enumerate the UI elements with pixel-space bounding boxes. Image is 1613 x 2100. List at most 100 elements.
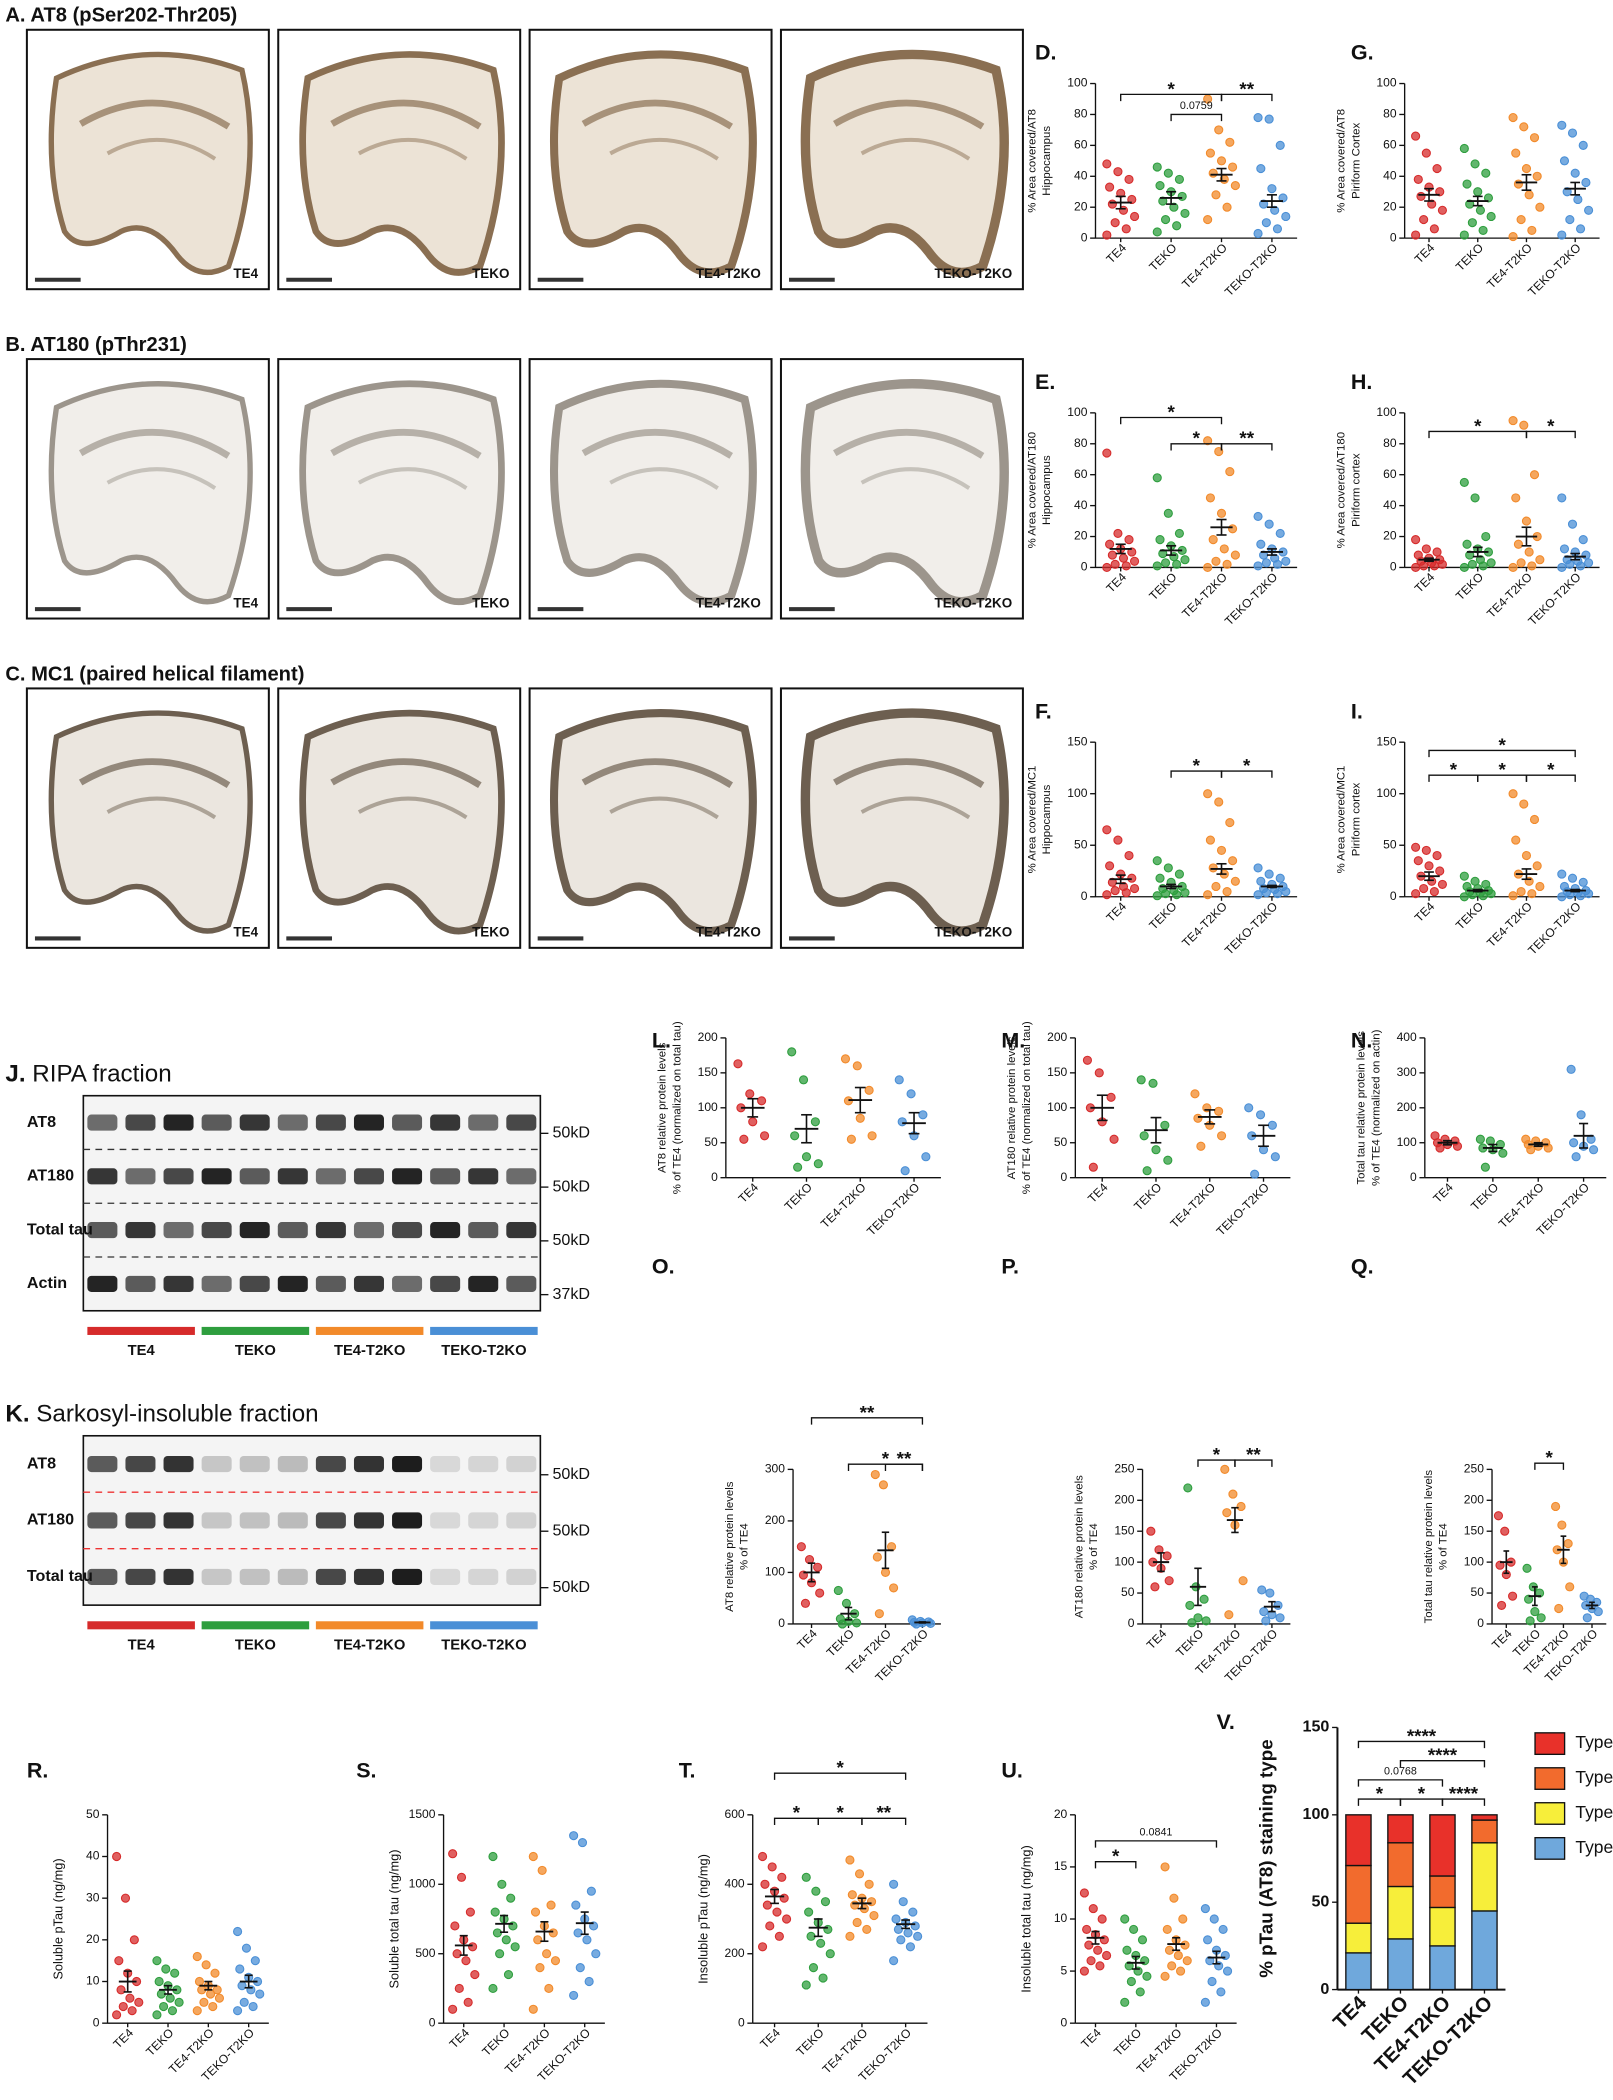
significance-label: * [1545,1447,1553,1468]
data-point [1152,561,1162,571]
blot-row-label: Actin [27,1274,67,1292]
data-point [1196,1141,1206,1151]
data-point [813,1562,823,1572]
significance-label: * [1547,415,1555,436]
y-tick-label: 50 [1121,1585,1135,1599]
blot [82,1434,542,1606]
data-point [801,1872,811,1882]
data-point [1105,182,1115,192]
bar-segment [1429,1875,1456,1909]
data-point [1500,1526,1510,1536]
data-point [1493,1511,1504,1521]
hippocampus [357,137,468,161]
data-point [739,1134,749,1144]
data-point [1557,230,1567,240]
significance-label: * [1167,401,1175,422]
data-point [125,1993,135,2003]
data-point [1228,162,1238,172]
data-point [1459,892,1469,902]
data-point [854,1869,865,1879]
data-point [841,1598,852,1608]
significance-label: **** [1407,1725,1437,1746]
brain-image: TE4-T2KO [528,687,773,949]
x-tick-label: TE4-T2KO [1167,1180,1218,1231]
data-point [1272,559,1283,569]
data-point [1174,528,1184,539]
data-point [1264,869,1274,879]
blot-band [430,1114,461,1131]
y-axis-label: Hippocampus [1041,126,1053,196]
data-point [1584,205,1594,215]
data-point [1121,888,1131,898]
data-point [765,1921,775,1931]
data-point [1163,863,1173,873]
data-point [869,1910,879,1921]
data-point [1257,1585,1267,1595]
y-axis-label: Piriform cortex [1350,453,1362,527]
blot-row-label: AT8 [27,1454,56,1472]
blot-band [125,1568,156,1585]
data-point [586,1886,596,1896]
blot-band [125,1275,156,1292]
blot-band [163,1275,194,1292]
data-point [1571,1152,1581,1162]
significance-label: * [882,1448,890,1469]
y-tick-label: 0 [1081,889,1088,903]
data-point [448,2004,458,2014]
data-point [1214,125,1224,135]
y-tick-label: 250 [1464,1462,1484,1476]
data-point [1264,114,1274,124]
data-point [1578,535,1588,545]
y-tick-label: 100 [1047,1100,1067,1114]
significance-label: ** [897,1448,912,1469]
marker-label: 50kD [552,1521,590,1539]
bar-segment [1345,1922,1372,1954]
significance-bracket [810,1417,924,1425]
panel-letter: U. [1001,1758,1023,1782]
x-tick-label: TE4 [736,1180,762,1206]
data-point [903,1928,913,1938]
data-point [452,1949,462,1959]
hippocampus [330,99,482,130]
blot-band [468,1114,499,1131]
data-point [897,1117,907,1127]
blot-band [201,1275,232,1292]
data-point [1567,873,1578,883]
data-point [569,1990,579,2000]
y-axis-label: % Area covered/AT8 [1026,109,1038,213]
data-point [1481,168,1491,178]
x-tick-label: TEKO-T2KO [1525,241,1583,299]
significance-label: * [1418,1783,1426,1804]
data-point [772,1907,782,1917]
data-point [199,1997,209,2007]
hippocampus [581,758,733,789]
y-tick-label: 80 [1383,107,1397,121]
data-point [1203,215,1213,225]
data-point [1255,1110,1266,1120]
blot-band [315,1168,346,1185]
blot-band [239,1275,270,1292]
data-point [1559,544,1570,554]
data-point [1211,556,1221,566]
data-point [1160,558,1171,568]
blot-band [315,1114,346,1131]
data-point [852,1061,862,1071]
data-point [748,1117,758,1127]
group-label: TE4 [128,1637,156,1653]
y-axis-label: % Area covered/AT8 [1335,109,1347,213]
x-tick-label: TEKO [1468,1180,1501,1213]
brain-image: TEKO [277,28,522,291]
image-label: TEKO-T2KO [935,925,1013,940]
data-point [790,1131,800,1141]
y-tick-label: 5 [1061,1963,1068,1977]
data-point [1261,1616,1271,1626]
brain-image: TEKO-T2KO [779,358,1024,620]
hippocampus [357,796,468,820]
data-point [1216,508,1227,518]
blot-row-label: AT8 [27,1113,56,1131]
data-point [1532,861,1542,871]
blot-row-label: AT180 [27,1167,74,1185]
data-point [908,1907,918,1917]
blot-band [239,1455,270,1473]
data-point [818,1973,828,1983]
